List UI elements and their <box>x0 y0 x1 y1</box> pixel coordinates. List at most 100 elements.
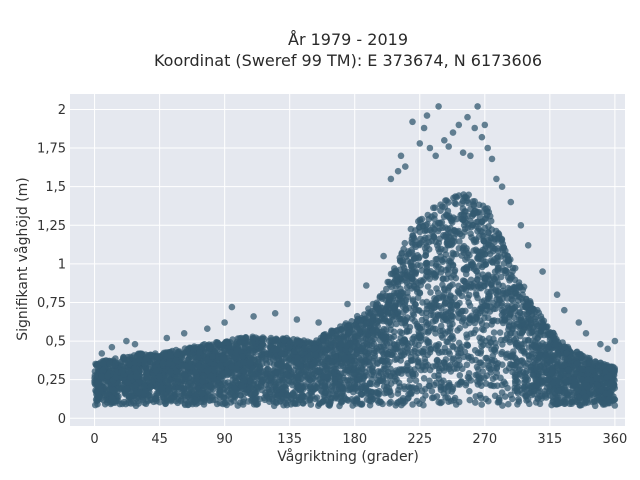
data-point <box>444 207 452 215</box>
data-point <box>301 369 308 376</box>
data-point <box>220 394 228 401</box>
data-point <box>423 259 431 267</box>
data-point <box>132 373 140 380</box>
data-point <box>393 320 400 328</box>
data-point <box>519 291 526 299</box>
data-point <box>308 377 316 385</box>
data-point <box>418 387 426 395</box>
data-point <box>509 395 516 403</box>
data-point <box>261 396 269 404</box>
data-point <box>402 277 410 284</box>
data-point <box>449 342 456 350</box>
data-point <box>428 213 435 220</box>
data-point <box>332 353 339 360</box>
data-point <box>406 323 414 331</box>
data-point <box>462 322 469 329</box>
data-point <box>585 359 593 367</box>
data-point <box>508 296 515 303</box>
data-point <box>511 371 519 378</box>
data-point <box>417 281 425 289</box>
data-point <box>446 233 453 241</box>
data-point <box>519 286 527 294</box>
data-point <box>192 368 199 376</box>
data-point <box>420 375 428 382</box>
data-point <box>415 307 423 314</box>
data-point <box>572 365 579 373</box>
data-point <box>416 241 423 249</box>
data-point <box>423 227 431 234</box>
data-point <box>411 283 418 291</box>
data-point <box>472 399 479 406</box>
data-point <box>531 344 539 351</box>
data-point <box>238 382 245 390</box>
data-point <box>479 257 487 264</box>
data-point <box>409 371 417 378</box>
data-point <box>467 276 475 284</box>
data-point <box>428 237 436 245</box>
data-point <box>293 359 301 367</box>
data-point <box>181 345 189 352</box>
data-point <box>228 363 235 371</box>
data-point <box>488 321 495 328</box>
data-point <box>394 289 402 297</box>
data-point <box>348 396 356 403</box>
data-point <box>246 354 254 362</box>
chart-title-line-2: Koordinat (Sweref 99 TM): E 373674, N 61… <box>154 51 542 70</box>
data-point <box>446 381 453 389</box>
data-point <box>584 366 592 374</box>
data-point <box>490 335 497 343</box>
data-point <box>458 378 465 385</box>
data-point <box>477 338 485 346</box>
data-point <box>416 290 424 297</box>
data-point <box>384 361 392 368</box>
data-point <box>331 376 338 383</box>
data-point <box>409 401 416 408</box>
data-point <box>277 397 284 405</box>
data-point <box>386 400 393 407</box>
data-point <box>376 293 384 300</box>
data-point <box>455 339 463 347</box>
data-point <box>435 371 442 379</box>
data-point <box>337 370 345 377</box>
data-point <box>351 357 359 365</box>
data-point <box>458 232 466 240</box>
data-point <box>573 360 580 368</box>
data-point <box>593 375 600 382</box>
data-point <box>423 268 431 275</box>
data-point <box>414 252 421 259</box>
data-point <box>431 204 439 211</box>
data-point <box>495 281 503 289</box>
data-point <box>495 288 502 295</box>
data-point <box>401 302 409 309</box>
data-point <box>490 329 498 336</box>
data-point <box>181 401 189 409</box>
data-point <box>447 368 455 375</box>
data-point <box>426 377 433 385</box>
data-point <box>394 341 401 349</box>
data-point <box>395 308 402 316</box>
data-point <box>481 224 489 232</box>
data-point <box>480 261 488 269</box>
data-point <box>498 350 505 358</box>
data-point <box>124 379 132 386</box>
data-point <box>525 352 532 360</box>
data-point <box>568 391 576 399</box>
data-point <box>435 263 442 271</box>
data-point <box>432 315 440 323</box>
data-point <box>531 315 539 323</box>
data-point <box>145 392 153 400</box>
data-point <box>260 348 268 356</box>
data-point <box>370 371 378 379</box>
data-point <box>162 400 169 407</box>
data-point <box>515 398 523 405</box>
data-point <box>453 365 461 372</box>
data-point <box>519 390 526 397</box>
data-point <box>452 401 460 408</box>
data-point <box>503 354 510 361</box>
data-point <box>533 363 540 371</box>
data-point <box>504 289 512 296</box>
data-point <box>437 201 444 208</box>
data-point <box>362 369 370 376</box>
data-point <box>330 337 337 345</box>
data-point <box>152 395 160 403</box>
